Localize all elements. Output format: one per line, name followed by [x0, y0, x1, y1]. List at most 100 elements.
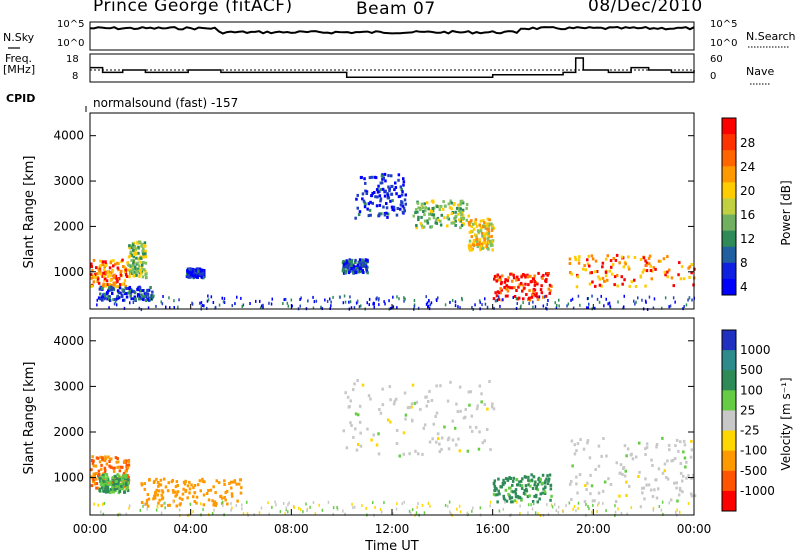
power-cell: [401, 201, 404, 205]
velocity-cell: [120, 478, 123, 481]
velocity-cell: [586, 441, 589, 445]
velocity-cell: [587, 504, 589, 508]
power-cell: [500, 281, 503, 284]
power-cell: [113, 302, 116, 306]
velocity-cell: [555, 509, 558, 512]
velocity-cell: [378, 408, 381, 411]
velocity-cell: [285, 508, 287, 512]
velocity-cell: [657, 467, 661, 471]
power-cell: [123, 306, 126, 310]
noise-sky-line: [89, 25, 695, 35]
power-cell: [450, 201, 453, 205]
velocity-cell: [458, 385, 462, 389]
cpid-label: CPID: [6, 92, 36, 105]
velocity-cell: [159, 483, 163, 487]
power-cell: [542, 273, 545, 277]
velocity-cell: [435, 440, 438, 444]
power-cell: [641, 298, 643, 302]
power-cell: [106, 270, 110, 274]
power-cell: [141, 295, 144, 299]
power-cell: [198, 272, 201, 276]
power-cell: [457, 212, 460, 216]
power-cell: [142, 297, 145, 301]
power-cell: [641, 270, 645, 274]
velocity-cell: [568, 501, 571, 505]
power-cell: [417, 215, 420, 219]
velocity-cell: [489, 504, 491, 508]
velocity-cell: [579, 438, 582, 442]
power-cell: [533, 280, 536, 284]
power-cell: [140, 293, 143, 297]
velocity-cell: [162, 477, 166, 481]
velocity-cell: [456, 410, 460, 413]
velocity-cell: [158, 498, 161, 502]
velocity-cell: [375, 443, 379, 447]
power-cell: [688, 265, 692, 269]
power-cell: [131, 266, 134, 270]
velocity-cell: [91, 455, 94, 459]
x-tick-label: 16:00: [475, 522, 510, 536]
power-cell: [366, 301, 368, 305]
power-cell: [104, 277, 107, 281]
velocity-cell: [535, 484, 539, 488]
power-cell: [113, 298, 117, 302]
power-cell: [124, 284, 127, 288]
power-cell: [197, 274, 200, 277]
power-cell: [605, 297, 607, 301]
power-cell: [591, 280, 594, 284]
power-cell: [446, 214, 450, 217]
velocity-cell: [511, 500, 514, 504]
power-cell: [431, 207, 434, 210]
power-cell: [116, 277, 120, 281]
velocity-cell: [188, 480, 191, 484]
power-cell: [402, 206, 406, 210]
velocity-cell: [602, 501, 604, 505]
power-cell: [616, 284, 619, 288]
velocity-cell: [284, 512, 286, 516]
velocity-cell: [153, 493, 157, 497]
velocity-cell: [114, 474, 117, 478]
power-cell: [132, 258, 136, 262]
power-cell: [142, 261, 145, 264]
velocity-cell: [597, 464, 601, 468]
velocity-cell: [425, 404, 428, 408]
velocity-colorbar-swatch: [722, 470, 736, 492]
power-cell: [203, 304, 205, 308]
power-cell: [517, 285, 520, 289]
velocity-cell: [458, 504, 461, 508]
power-cell: [135, 272, 138, 276]
velocity-cell: [456, 507, 458, 511]
power-cell: [367, 214, 371, 218]
power-cell: [200, 275, 203, 279]
power-cell: [110, 288, 114, 292]
velocity-cell: [182, 480, 186, 484]
power-cell: [114, 274, 118, 278]
power-cell: [467, 220, 471, 224]
power-cell: [129, 254, 132, 258]
velocity-cell: [345, 446, 349, 450]
velocity-cell: [207, 498, 211, 502]
velocity-cell: [370, 438, 373, 442]
power-cell: [570, 272, 573, 276]
power-cell: [147, 298, 149, 301]
velocity-cell: [350, 424, 353, 427]
velocity-cell: [344, 512, 346, 516]
velocity-cell: [472, 506, 474, 510]
velocity-cell: [202, 503, 206, 507]
power-cell: [481, 232, 484, 235]
power-cell: [262, 306, 264, 309]
power-cell: [495, 279, 498, 283]
velocity-cell: [160, 511, 163, 515]
power-cell: [144, 249, 147, 253]
velocity-cell: [653, 488, 656, 492]
velocity-cell: [160, 493, 163, 497]
power-cell: [481, 246, 484, 250]
power-cell: [472, 241, 475, 245]
velocity-cell: [401, 502, 403, 506]
velocity-cell: [438, 450, 442, 454]
power-cell: [613, 275, 617, 279]
velocity-cell: [111, 485, 114, 489]
velocity-cell: [589, 473, 592, 477]
power-cell: [639, 275, 643, 279]
velocity-cell: [143, 482, 146, 486]
